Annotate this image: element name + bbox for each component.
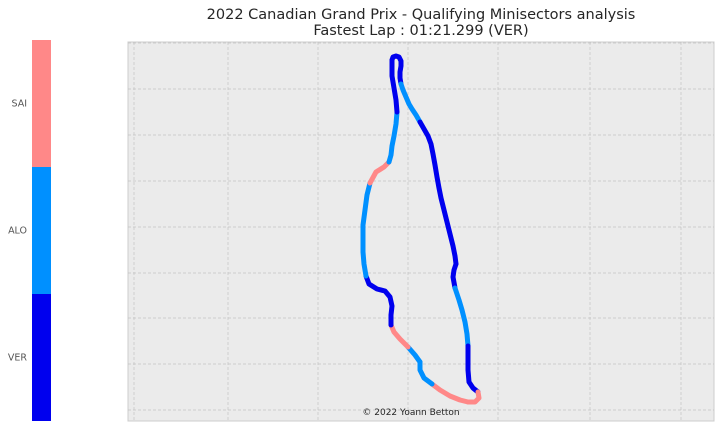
minisector-10-alo (405, 344, 423, 365)
minisector-16-ver (389, 57, 400, 115)
colorbar-label-alo: ALO (8, 226, 27, 237)
track-map (360, 53, 482, 405)
minisector-9-alo (417, 359, 435, 387)
minisector-8-sai (429, 381, 471, 405)
colorbar-segment-alo (32, 167, 51, 294)
colorbar-segment-ver (32, 294, 51, 421)
minisector-5-alo (452, 285, 471, 349)
minisector-13-alo (360, 180, 373, 279)
colorbar-label-sai: SAI (11, 99, 27, 110)
minisector-14-sai (367, 159, 392, 186)
copyright-text: © 2022 Yoann Betton (362, 408, 459, 418)
minisector-7-sai (465, 389, 482, 405)
minisector-15-alo (386, 109, 400, 165)
chart-title-line2: Fastest Lap : 01:21.299 (VER) (313, 23, 528, 39)
chart-title-line1: 2022 Canadian Grand Prix - Qualifying Mi… (207, 7, 636, 23)
minisector-1-ver (389, 53, 404, 87)
minisector-3-ver (417, 119, 459, 267)
colorbar-label-ver: VER (8, 353, 28, 364)
minisector-12-ver (363, 273, 395, 328)
minisector-2-alo (398, 81, 423, 125)
grid-lines (128, 42, 714, 421)
plot-area (127, 41, 715, 422)
minisector-11-sai (388, 322, 411, 350)
minisector-6-ver (465, 343, 481, 395)
minisector-4-ver (450, 261, 459, 291)
colorbar-segment-sai (32, 40, 51, 167)
driver-colorbar: VER ALO SAI (8, 40, 51, 421)
